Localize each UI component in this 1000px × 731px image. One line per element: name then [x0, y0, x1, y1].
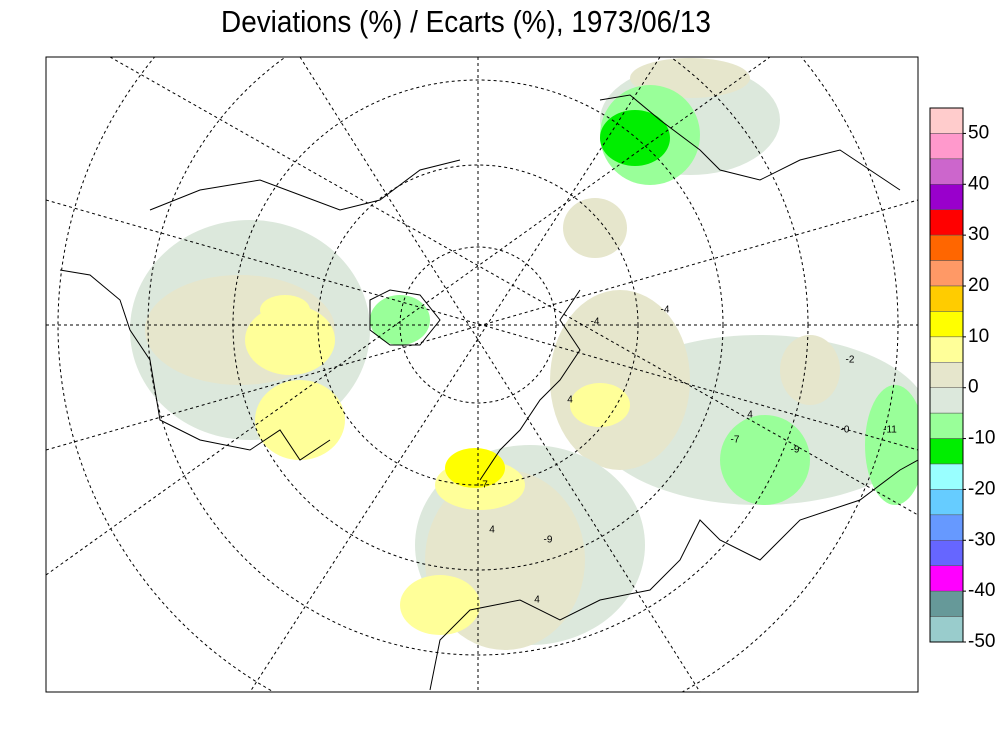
colorbar-swatch	[929, 184, 964, 210]
coastline	[479, 289, 581, 481]
deviation-area	[563, 198, 627, 258]
colorbar: 50 40 30 20 10 0 -10 -20 -30 -40 -50	[929, 107, 995, 652]
colorbar-label: 30	[968, 224, 989, 245]
deviation-area	[400, 575, 480, 635]
colorbar-label: -30	[968, 529, 995, 550]
colorbar-swatch	[929, 590, 964, 617]
station-label: -4	[661, 305, 670, 316]
station-label: 4	[747, 410, 753, 421]
deviation-area	[600, 110, 670, 166]
coastline	[599, 94, 901, 191]
colorbar-swatch	[929, 133, 964, 160]
colorbar-label: 0	[968, 377, 979, 398]
colorbar-swatch	[929, 234, 964, 261]
station-label: -9	[544, 535, 553, 546]
coastline	[369, 289, 441, 346]
colorbar-swatch	[929, 412, 964, 439]
colorbar-label: -10	[968, 428, 995, 449]
coastline	[149, 159, 461, 211]
colorbar-swatch	[929, 362, 964, 388]
graticule	[46, 57, 918, 692]
latitude-circle	[317, 164, 639, 486]
deviation-area	[445, 448, 505, 488]
colorbar-frame	[929, 107, 964, 643]
coastlines	[59, 94, 918, 691]
colorbar-swatch	[929, 438, 964, 465]
colorbar-swatch	[929, 565, 964, 592]
deviation-area	[570, 383, 630, 427]
meridian	[109, 57, 918, 516]
colorbar-swatch	[929, 209, 964, 236]
colorbar-label: 10	[968, 326, 989, 347]
station-label: 4	[489, 525, 495, 536]
meridian	[46, 199, 918, 451]
station-label: 4	[567, 395, 573, 406]
colorbar-label: 20	[968, 275, 989, 296]
station-labels: -4 -7 4 -9 -0 -11 -2 4 -9 4 -4 4 7	[482, 305, 897, 606]
colorbar-swatch	[929, 260, 964, 287]
map-title: Deviations (%) / Ecarts (%), 1973/06/13	[221, 5, 711, 40]
colorbar-swatch	[929, 107, 964, 134]
station-label: 4	[534, 595, 540, 606]
deviation-area	[370, 295, 430, 345]
deviation-area	[245, 305, 335, 375]
colorbar-label: 50	[968, 122, 989, 143]
colorbar-swatch	[929, 158, 964, 185]
station-label: 7	[482, 480, 488, 491]
coastline	[59, 269, 331, 461]
colorbar-swatch	[929, 387, 964, 414]
deviation-area	[865, 385, 918, 505]
deviation-area	[780, 335, 840, 405]
colorbar-swatch	[929, 285, 964, 312]
colorbar-swatch	[929, 489, 964, 516]
meridian	[46, 199, 918, 451]
colorbar-label: -50	[968, 631, 995, 652]
station-label: -11	[883, 425, 897, 436]
colorbar-swatch	[929, 616, 964, 643]
coastline	[429, 459, 918, 691]
colorbar-swatch	[929, 311, 964, 338]
meridian	[46, 57, 771, 576]
station-label: -0	[841, 425, 850, 436]
colorbar-swatch	[929, 540, 964, 566]
deviation-area	[255, 380, 345, 460]
deviation-field	[130, 58, 918, 650]
station-label: -4	[591, 317, 600, 328]
meridian	[299, 57, 701, 692]
colorbar-label: -40	[968, 580, 995, 601]
station-label: -7	[731, 435, 740, 446]
deviation-area	[260, 295, 310, 325]
deviation-area	[720, 415, 810, 505]
colorbar-label: 40	[968, 173, 989, 194]
station-label: -2	[846, 355, 855, 366]
map-frame	[45, 56, 919, 693]
colorbar-swatch	[929, 336, 964, 363]
colorbar-swatch	[929, 514, 964, 541]
deviation-area	[550, 290, 690, 470]
station-label: -9	[791, 445, 800, 456]
colorbar-label: -20	[968, 478, 995, 499]
colorbar-swatch	[929, 463, 964, 490]
